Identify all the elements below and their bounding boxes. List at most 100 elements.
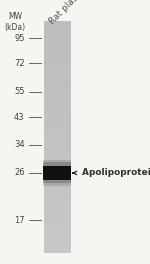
Bar bbox=[44, 206, 70, 207]
Bar bbox=[44, 215, 70, 216]
Bar bbox=[44, 42, 70, 43]
Bar bbox=[44, 183, 70, 185]
Bar bbox=[44, 169, 70, 171]
Bar bbox=[44, 129, 70, 130]
Bar bbox=[44, 114, 70, 115]
Bar bbox=[44, 74, 70, 75]
Bar bbox=[44, 24, 70, 25]
Bar bbox=[44, 211, 70, 212]
Bar bbox=[44, 117, 70, 118]
Bar bbox=[44, 84, 70, 85]
Bar bbox=[44, 194, 70, 195]
Bar bbox=[44, 171, 70, 172]
Bar bbox=[44, 119, 70, 120]
Bar bbox=[44, 245, 70, 246]
Bar bbox=[44, 91, 70, 92]
Bar bbox=[44, 129, 70, 130]
Bar bbox=[44, 60, 70, 62]
Text: 55: 55 bbox=[14, 87, 25, 96]
Bar bbox=[44, 103, 70, 104]
Bar bbox=[44, 148, 70, 149]
Bar bbox=[44, 22, 70, 23]
Bar bbox=[44, 173, 70, 174]
Bar bbox=[44, 106, 70, 107]
Bar bbox=[44, 96, 70, 97]
Bar bbox=[44, 95, 70, 96]
Bar bbox=[44, 65, 70, 66]
Bar bbox=[44, 34, 70, 35]
Bar bbox=[44, 131, 70, 133]
Bar bbox=[44, 119, 70, 120]
Bar bbox=[44, 77, 70, 78]
Bar bbox=[44, 40, 70, 41]
Bar bbox=[44, 76, 70, 77]
Bar bbox=[44, 111, 70, 112]
Bar bbox=[44, 31, 70, 32]
Bar bbox=[44, 47, 70, 48]
Bar bbox=[43, 162, 71, 183]
Bar bbox=[44, 233, 70, 234]
Bar bbox=[44, 246, 70, 247]
Bar bbox=[44, 158, 70, 159]
Bar bbox=[44, 200, 70, 201]
Bar bbox=[44, 79, 70, 80]
Bar bbox=[44, 33, 70, 34]
Bar bbox=[44, 115, 70, 116]
Bar bbox=[44, 159, 70, 161]
Bar bbox=[44, 190, 70, 191]
Bar bbox=[44, 110, 70, 111]
Bar bbox=[44, 81, 70, 82]
Bar bbox=[44, 70, 70, 71]
Bar bbox=[44, 136, 70, 137]
Bar bbox=[44, 94, 70, 95]
Bar bbox=[44, 228, 70, 229]
Bar bbox=[44, 157, 70, 158]
Bar bbox=[44, 241, 70, 242]
Bar bbox=[44, 55, 70, 56]
Bar bbox=[44, 50, 70, 51]
Bar bbox=[44, 173, 70, 175]
Bar bbox=[44, 128, 70, 129]
Bar bbox=[44, 226, 70, 227]
Bar bbox=[44, 30, 70, 31]
Bar bbox=[44, 190, 70, 191]
Bar bbox=[44, 137, 70, 138]
Bar bbox=[44, 177, 70, 178]
Bar bbox=[44, 199, 70, 200]
Bar bbox=[44, 154, 70, 155]
Bar bbox=[44, 75, 70, 76]
Bar bbox=[44, 116, 70, 117]
Bar bbox=[44, 84, 70, 85]
Bar bbox=[44, 77, 70, 78]
Bar bbox=[44, 64, 70, 65]
Bar bbox=[44, 188, 70, 189]
Bar bbox=[44, 216, 70, 217]
Bar bbox=[44, 230, 70, 231]
Bar bbox=[44, 222, 70, 223]
Bar bbox=[44, 107, 70, 108]
Text: 26: 26 bbox=[14, 168, 25, 177]
Bar bbox=[44, 252, 70, 253]
Bar bbox=[44, 194, 70, 195]
Bar bbox=[44, 105, 70, 106]
Bar bbox=[44, 131, 70, 132]
Bar bbox=[44, 169, 70, 170]
Bar bbox=[44, 156, 70, 157]
Bar bbox=[44, 32, 70, 34]
Bar bbox=[44, 202, 70, 203]
Bar bbox=[44, 143, 70, 144]
Bar bbox=[44, 46, 70, 47]
Text: Rat plasma: Rat plasma bbox=[48, 0, 90, 26]
Bar bbox=[44, 234, 70, 235]
Bar bbox=[44, 168, 70, 169]
Bar bbox=[44, 223, 70, 224]
Bar bbox=[44, 63, 70, 64]
Bar bbox=[44, 224, 70, 225]
Bar bbox=[44, 214, 70, 215]
Bar bbox=[44, 58, 70, 59]
Bar bbox=[44, 198, 70, 199]
Bar bbox=[44, 232, 70, 233]
Bar bbox=[44, 108, 70, 109]
Bar bbox=[44, 54, 70, 55]
Bar bbox=[44, 134, 70, 135]
